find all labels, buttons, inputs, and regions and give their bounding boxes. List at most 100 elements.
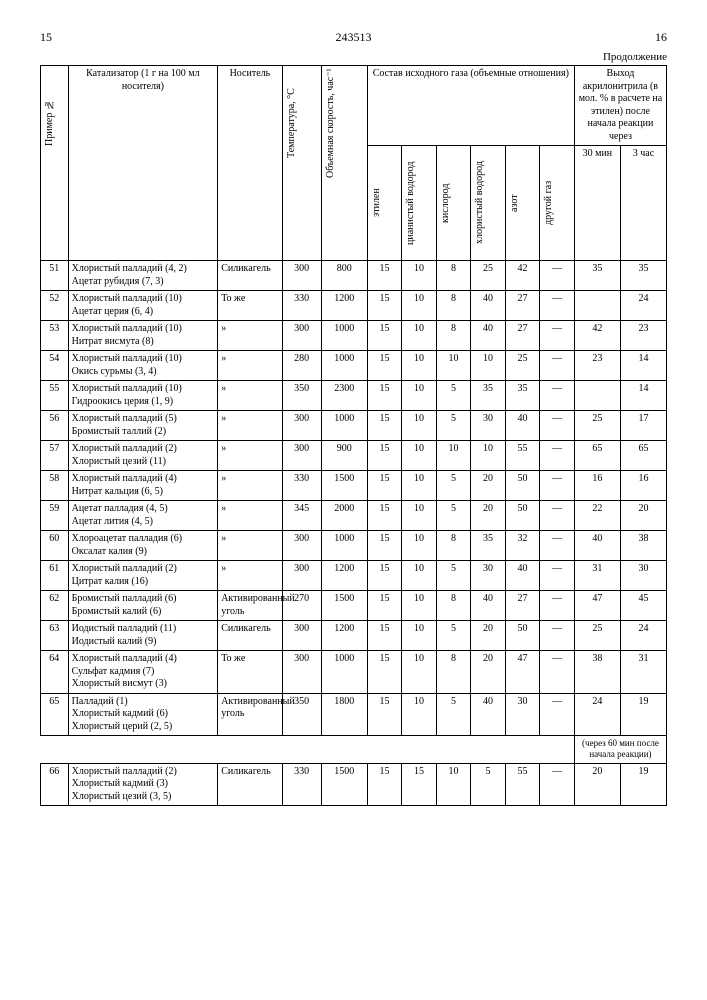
cell: 10: [436, 763, 471, 806]
cell: Хлористый палладий (4)Сульфат кадмия (7)…: [68, 651, 218, 694]
cell: Хлористый палладий (10)Нитрат висмута (8…: [68, 321, 218, 351]
cell: 14: [620, 351, 666, 381]
cell: 1500: [321, 591, 367, 621]
col-hcl: хлористый водород: [474, 148, 487, 258]
cell: 5: [436, 621, 471, 651]
cell: 58: [41, 471, 69, 501]
cell: 5: [436, 411, 471, 441]
cell: 25: [471, 261, 506, 291]
cell: 8: [436, 651, 471, 694]
cell: 10: [402, 321, 437, 351]
cell: 300: [282, 261, 321, 291]
cell: 15: [402, 763, 437, 806]
table-row: 64Хлористый палладий (4)Сульфат кадмия (…: [41, 651, 667, 694]
cell: [574, 291, 620, 321]
cell: 40: [471, 591, 506, 621]
cell: 31: [620, 651, 666, 694]
table-row: 56Хлористый палладий (5)Бромистый таллий…: [41, 411, 667, 441]
cell: 55: [505, 441, 540, 471]
cell: 47: [574, 591, 620, 621]
cell: 10: [402, 291, 437, 321]
cell: 53: [41, 321, 69, 351]
cell: 300: [282, 411, 321, 441]
col-30min: 30 мин: [574, 146, 620, 261]
cell: Силикагель: [218, 261, 282, 291]
continuation-label: Продолжение: [40, 51, 667, 63]
table-row: 58Хлористый палладий (4)Нитрат кальция (…: [41, 471, 667, 501]
cell: —: [540, 561, 575, 591]
cell: 5: [436, 693, 471, 736]
cell: Бромистый палладий (6)Бромистый калий (6…: [68, 591, 218, 621]
cell: »: [218, 501, 282, 531]
cell: 17: [620, 411, 666, 441]
cell: 38: [574, 651, 620, 694]
cell: Хлористый палладий (10)Окись сурьмы (3, …: [68, 351, 218, 381]
cell: 5: [436, 561, 471, 591]
col-yield-group: Выход акрилонитрила (в мол. % в расчете …: [574, 66, 666, 146]
cell: 24: [574, 693, 620, 736]
table-row: 60Хлороацетат палладия (6)Оксалат калия …: [41, 531, 667, 561]
table-body: 51Хлористый палладий (4, 2)Ацетат рубиди…: [41, 261, 667, 806]
cell: 38: [620, 531, 666, 561]
cell: 45: [620, 591, 666, 621]
cell: 10: [402, 411, 437, 441]
cell: 52: [41, 291, 69, 321]
cell: 1800: [321, 693, 367, 736]
cell: 54: [41, 351, 69, 381]
cell: 10: [436, 441, 471, 471]
cell: —: [540, 531, 575, 561]
cell: »: [218, 441, 282, 471]
cell: 20: [471, 621, 506, 651]
cell: 65: [574, 441, 620, 471]
cell: 30: [471, 411, 506, 441]
cell: —: [540, 651, 575, 694]
cell: —: [540, 471, 575, 501]
cell: Хлористый палладий (2)Хлористый цезий (1…: [68, 441, 218, 471]
cell: 280: [282, 351, 321, 381]
cell: 300: [282, 621, 321, 651]
table-row: 53Хлористый палладий (10)Нитрат висмута …: [41, 321, 667, 351]
cell: 8: [436, 261, 471, 291]
row-note: (через 60 мин после начала реакции): [574, 736, 666, 764]
cell: 14: [620, 381, 666, 411]
cell: 10: [402, 651, 437, 694]
table-row: 59Ацетат палладия (4, 5)Ацетат лития (4,…: [41, 501, 667, 531]
cell: 8: [436, 531, 471, 561]
cell: —: [540, 591, 575, 621]
cell: 20: [471, 501, 506, 531]
cell: 15: [367, 693, 402, 736]
cell: 19: [620, 693, 666, 736]
cell: 1000: [321, 411, 367, 441]
cell: Силикагель: [218, 763, 282, 806]
cell: 1000: [321, 351, 367, 381]
cell: Ацетат палладия (4, 5)Ацетат лития (4, 5…: [68, 501, 218, 531]
cell: —: [540, 693, 575, 736]
table-row: 55Хлористый палладий (10)Гидроокись цери…: [41, 381, 667, 411]
cell: Хлористый палладий (10)Ацетат церия (6, …: [68, 291, 218, 321]
cell: 15: [367, 441, 402, 471]
cell: 8: [436, 321, 471, 351]
cell: 23: [574, 351, 620, 381]
cell: 65: [620, 441, 666, 471]
cell: 15: [367, 471, 402, 501]
cell: 5: [471, 763, 506, 806]
cell: —: [540, 411, 575, 441]
cell: 20: [620, 501, 666, 531]
cell: 40: [574, 531, 620, 561]
col-hcn: цианистый водород: [405, 148, 418, 258]
cell: 35: [471, 381, 506, 411]
cell: 66: [41, 763, 69, 806]
cell: 10: [402, 261, 437, 291]
col-catalyst: Катализатор (1 г на 100 мл носителя): [68, 66, 218, 261]
cell: 10: [436, 351, 471, 381]
cell: 15: [367, 321, 402, 351]
cell: Активированный уголь: [218, 693, 282, 736]
cell: Хлороацетат палладия (6)Оксалат калия (9…: [68, 531, 218, 561]
cell: 47: [505, 651, 540, 694]
cell: 55: [505, 763, 540, 806]
cell: 300: [282, 321, 321, 351]
cell: Хлористый палладий (4)Нитрат кальция (6,…: [68, 471, 218, 501]
cell: 2000: [321, 501, 367, 531]
cell: Хлористый палладий (5)Бромистый таллий (…: [68, 411, 218, 441]
cell: 40: [471, 693, 506, 736]
